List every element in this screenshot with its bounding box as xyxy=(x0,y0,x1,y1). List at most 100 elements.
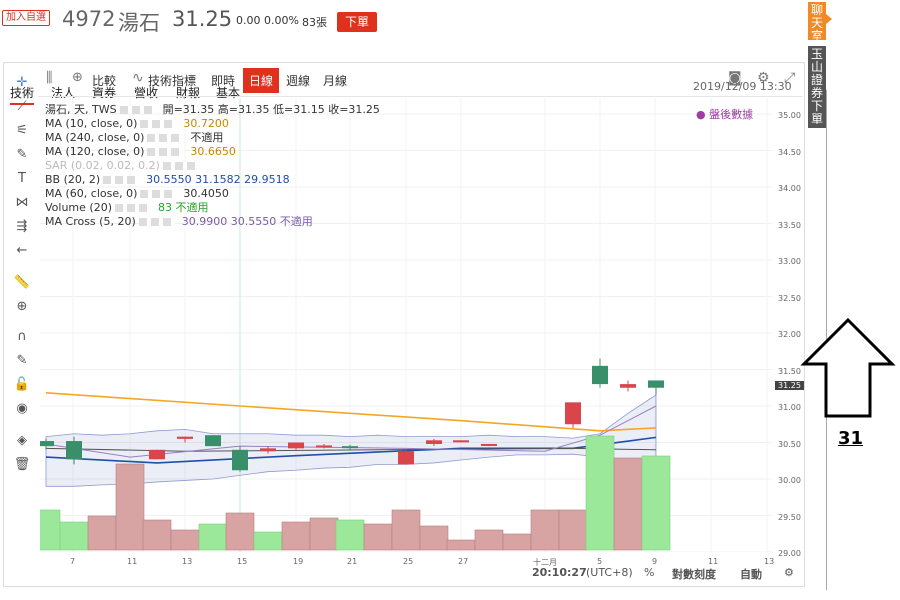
gear-icon[interactable]: ⚙ xyxy=(757,70,770,86)
candle-body xyxy=(398,451,414,465)
y-tick: 35.00 xyxy=(778,111,801,120)
log-scale-toggle[interactable]: 對數刻度 xyxy=(672,568,716,581)
y-tick: 31.50 xyxy=(778,366,801,376)
price-chart[interactable] xyxy=(40,98,772,552)
x-tick: 25 xyxy=(403,557,414,566)
crosshair-icon[interactable]: ✛ xyxy=(16,75,28,90)
volume-bar xyxy=(391,509,421,551)
candle-body xyxy=(316,445,332,448)
volume-bar xyxy=(446,539,476,551)
timezone[interactable]: (UTC+8) xyxy=(586,566,633,579)
auto-scale-toggle[interactable]: 自動 xyxy=(740,568,762,581)
candle-body xyxy=(592,365,608,385)
pattern-icon[interactable]: ⋈ xyxy=(15,195,29,210)
chart-toolbar xyxy=(38,62,803,97)
x-tick: 15 xyxy=(237,557,248,566)
prediction-icon[interactable]: ⇶ xyxy=(16,219,28,234)
x-tick: 11 xyxy=(708,557,719,566)
eye-icon[interactable]: ◉ xyxy=(16,401,28,416)
lock-drawing-icon[interactable]: ✎ xyxy=(16,353,28,368)
volume-bar xyxy=(502,533,532,551)
volume-bar xyxy=(59,521,89,551)
compare-button[interactable]: 比較 xyxy=(92,74,117,88)
y-tick: 31.00 xyxy=(778,403,801,412)
sub-navigation: 技術 法人 資券 營收 財報 基本 2019/12/09 13:30 xyxy=(0,40,805,105)
volume-bar xyxy=(170,529,200,551)
chart-frame xyxy=(3,62,805,587)
y-tick: 34.50 xyxy=(778,147,801,157)
brush-icon[interactable]: ✎ xyxy=(16,147,28,162)
place-order-button[interactable]: 下單 xyxy=(337,12,377,32)
settings-icon[interactable]: ⚙ xyxy=(784,566,794,579)
magnet-icon[interactable]: ∩ xyxy=(17,329,27,344)
trendline-icon[interactable]: ⟋ xyxy=(17,99,27,114)
trash-icon[interactable]: 🗑 xyxy=(13,457,31,472)
candle-body xyxy=(40,441,54,447)
chat-room-button[interactable]: 聊天室 xyxy=(808,2,826,43)
volume-bar xyxy=(281,521,311,551)
candle-body xyxy=(648,380,664,388)
drawing-toolbar: ✛ ⟋ ⚟ ✎ T ⋈ ⇶ ← 📏 ⊕ ∩ ✎ 🔓 ◉ ◈ 🗑 xyxy=(3,62,37,585)
daily-button[interactable]: 日線 xyxy=(243,68,280,93)
up-arrow-annotation xyxy=(800,317,896,418)
zoom-icon[interactable]: ⊕ xyxy=(16,299,28,314)
text-icon[interactable]: T xyxy=(18,171,26,186)
x-tick: 13 xyxy=(182,557,193,566)
volume-bar xyxy=(40,509,61,551)
camera-icon[interactable]: ◙ xyxy=(728,70,742,86)
candle-body xyxy=(177,436,193,439)
last-price-tag: 31.25 xyxy=(775,381,804,390)
ruler-icon[interactable]: 📏 xyxy=(13,275,31,290)
candle-body xyxy=(260,448,276,452)
broker-order-button[interactable]: 玉山證券下單 xyxy=(808,46,826,128)
legend-sar: SAR (0.02, 0.02, 0.2) xyxy=(45,159,206,172)
back-arrow-icon[interactable]: ← xyxy=(16,243,28,258)
stock-price: 31.25 xyxy=(172,7,233,31)
volume-bar xyxy=(419,525,449,551)
volume-bar xyxy=(530,509,560,551)
indicators-button[interactable]: 技術指標 xyxy=(148,74,197,88)
weekly-button[interactable]: 週線 xyxy=(286,74,311,88)
candles-icon[interactable]: ⫼ xyxy=(46,70,53,86)
realtime-button[interactable]: 即時 xyxy=(211,74,236,88)
ma120-line xyxy=(45,392,657,432)
legend-ma240: MA (240, close, 0) 不適用 xyxy=(45,131,224,144)
candle-body xyxy=(481,443,497,446)
volume-bar xyxy=(225,512,255,551)
monthly-button[interactable]: 月線 xyxy=(323,74,348,88)
volume-bar xyxy=(558,509,588,551)
candle-body xyxy=(66,441,82,460)
volume-bar xyxy=(115,463,145,551)
clock-time: 20:10:27 xyxy=(532,566,587,579)
chat-arrow-icon xyxy=(826,14,832,24)
x-tick: 5 xyxy=(597,557,603,566)
fib-icon[interactable]: ⚟ xyxy=(16,123,28,138)
candle-body xyxy=(288,442,304,449)
status-bar: 20:10:27 (UTC+8) % 對數刻度 自動 ⚙ xyxy=(520,565,803,583)
volume-bar xyxy=(87,515,117,551)
macross-line xyxy=(45,405,657,458)
y-tick: 32.50 xyxy=(778,293,801,303)
add-watchlist-button[interactable]: 加入自選 xyxy=(2,10,50,26)
candle-body xyxy=(565,402,581,425)
lock-icon[interactable]: 🔓 xyxy=(13,377,31,392)
stock-code: 4972 xyxy=(62,7,116,31)
x-tick: 19 xyxy=(293,557,304,566)
legend-macross: MA Cross (5, 20) 30.9900 30.5550 不適用 xyxy=(45,215,313,228)
tab-technical[interactable]: 技術 xyxy=(10,84,35,105)
indicator-icon: ∿ xyxy=(132,70,144,86)
layers-icon[interactable]: ◈ xyxy=(17,433,27,448)
y-tick: 29.00 xyxy=(778,549,801,558)
volume-bar xyxy=(474,529,504,551)
y-tick: 33.00 xyxy=(778,257,801,266)
trade-volume: 83張 xyxy=(302,16,327,29)
price-change: 0.00 0.00% xyxy=(236,14,299,27)
percent-toggle[interactable]: % xyxy=(644,566,655,579)
x-tick: 27 xyxy=(458,557,469,566)
fullscreen-icon[interactable]: ⤢ xyxy=(784,70,796,86)
candle-body xyxy=(426,440,442,444)
volume-bar xyxy=(363,523,393,551)
volume-bar xyxy=(613,457,643,551)
candle-body xyxy=(149,449,165,460)
candle-body xyxy=(232,449,248,471)
